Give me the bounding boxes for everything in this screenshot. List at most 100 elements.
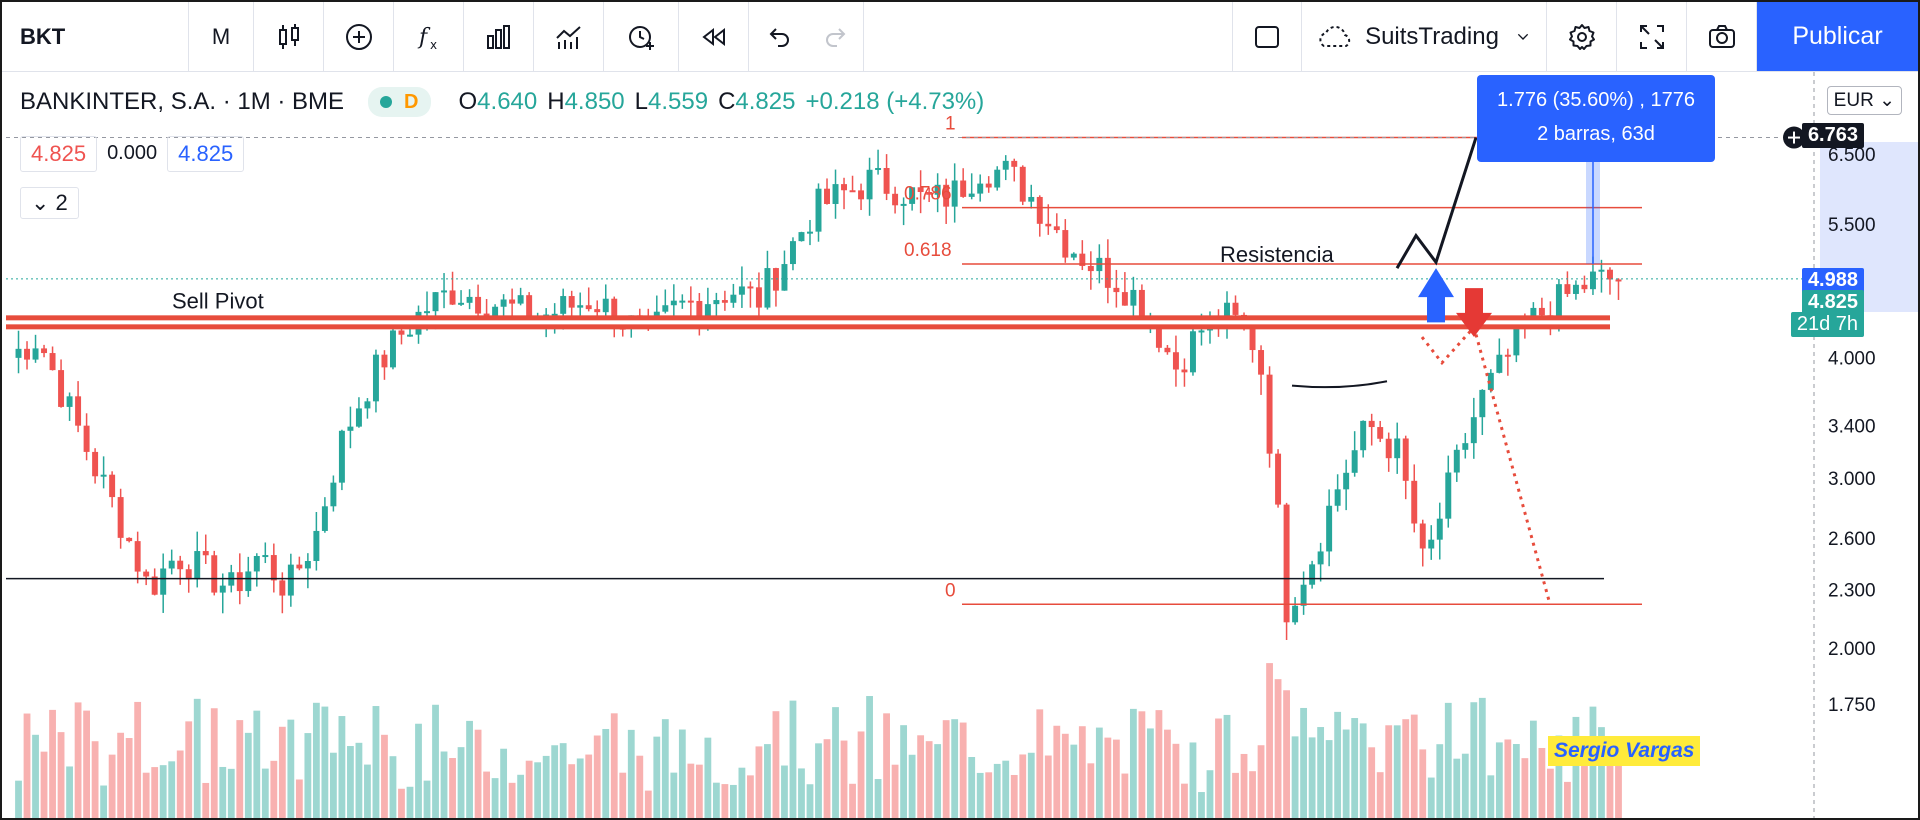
candle-body xyxy=(551,313,558,316)
volume-bar xyxy=(593,735,601,818)
volume-bar xyxy=(993,763,1001,818)
close-value: 4.825 xyxy=(735,88,796,115)
candle-body xyxy=(330,482,337,507)
volume-bar xyxy=(1010,774,1018,818)
replay-button[interactable] xyxy=(679,2,749,71)
templates-button[interactable] xyxy=(534,2,604,71)
volume-bar xyxy=(389,756,397,818)
financials-button[interactable] xyxy=(464,2,534,71)
candle-body xyxy=(1189,331,1196,373)
volume-bar xyxy=(559,743,567,818)
volume-bar xyxy=(815,743,822,818)
y-tick-label: 3.000 xyxy=(1828,469,1876,490)
candle-body xyxy=(398,330,405,335)
price-chart[interactable]: 1.750 2.000 2.300 2.600 3.000 3.400 4.000 5.500… xyxy=(2,72,1918,818)
alert-button[interactable] xyxy=(604,2,679,71)
redo-button[interactable] xyxy=(809,2,864,71)
candle-body xyxy=(304,561,311,569)
volume-bar xyxy=(304,733,312,818)
candle-body xyxy=(1360,420,1367,451)
layout-button[interactable] xyxy=(1232,2,1302,71)
volume-bar xyxy=(117,732,125,818)
volume-bar xyxy=(1129,708,1137,818)
volume-bar xyxy=(534,762,542,818)
volume-bar xyxy=(908,754,916,818)
volume-bar xyxy=(1249,771,1256,818)
volume-bar xyxy=(568,764,576,818)
bars-icon xyxy=(486,24,510,49)
candle-body xyxy=(92,451,99,477)
candle-body xyxy=(747,286,754,289)
candle-body xyxy=(1172,352,1179,370)
candle-body xyxy=(1292,605,1299,623)
chart-type-button[interactable] xyxy=(254,2,324,71)
volume-bar xyxy=(942,720,950,818)
candle-body xyxy=(1538,307,1545,316)
volume-bar xyxy=(772,711,780,818)
volume-bar xyxy=(508,782,516,818)
settings-button[interactable] xyxy=(1547,2,1617,71)
candle-body xyxy=(1504,354,1511,357)
volume-bar xyxy=(168,761,176,818)
volume-bar xyxy=(551,745,559,818)
volume-bar xyxy=(1410,714,1418,818)
volume-bar xyxy=(176,750,184,818)
candle-body xyxy=(262,555,269,558)
volume-bar xyxy=(355,742,363,818)
candle-body xyxy=(83,425,90,452)
candle-body xyxy=(985,183,992,188)
candle-body xyxy=(1198,330,1205,333)
cloud-icon xyxy=(1319,25,1351,47)
volume-bar xyxy=(959,722,967,818)
candle-body xyxy=(424,311,430,314)
candle-body xyxy=(1555,284,1562,324)
status-dot-icon xyxy=(380,96,393,108)
low-value: 4.559 xyxy=(648,88,709,115)
candle-body xyxy=(1113,287,1120,293)
candle-body xyxy=(1436,518,1443,540)
candle-body xyxy=(1317,551,1324,565)
sell-arrow-icon xyxy=(1456,288,1492,338)
symbol-label: BKT xyxy=(20,23,66,49)
candle-body xyxy=(1249,326,1256,351)
volume-bar xyxy=(49,709,56,818)
volume-bar xyxy=(1427,777,1435,818)
candle-body xyxy=(909,187,916,204)
volume-bar xyxy=(1308,737,1316,818)
currency-label: EUR xyxy=(1833,90,1874,111)
publish-button[interactable]: Publicar xyxy=(1757,2,1918,71)
y-tick-label: 2.000 xyxy=(1828,639,1876,660)
volume-bar xyxy=(159,765,167,818)
currency-select[interactable]: EUR ⌄ xyxy=(1826,86,1902,115)
snapshot-button[interactable] xyxy=(1687,2,1757,71)
candle-body xyxy=(134,541,141,572)
candle-body xyxy=(1002,160,1009,170)
save-layout-button[interactable]: SuitsTrading xyxy=(1302,2,1547,71)
symbol-search[interactable]: BKT xyxy=(2,2,189,71)
candle-body xyxy=(1607,269,1613,280)
volume-bar xyxy=(704,737,712,818)
candle-body xyxy=(100,474,107,477)
y-tick-label: 2.600 xyxy=(1828,529,1876,550)
interval-button[interactable]: M xyxy=(189,2,254,71)
collapse-legend-button[interactable]: ⌄ 2 xyxy=(20,187,79,219)
volume-bar xyxy=(781,765,788,818)
undo-button[interactable] xyxy=(749,2,809,71)
candle-body xyxy=(977,183,984,194)
compare-button[interactable] xyxy=(324,2,394,71)
volume-bar xyxy=(1104,737,1112,818)
candle-body xyxy=(892,193,899,206)
sell-pivot-band-inner xyxy=(6,320,1610,325)
volume-bar xyxy=(661,719,669,818)
candle-body xyxy=(994,169,1001,188)
volume-bar xyxy=(1521,758,1529,818)
candle-body xyxy=(407,334,413,337)
candle-body xyxy=(900,203,907,206)
fullscreen-button[interactable] xyxy=(1617,2,1687,71)
volume-bar xyxy=(1198,792,1205,818)
volume-bar xyxy=(789,700,797,818)
value-box-3: 4.825 xyxy=(167,136,245,172)
candle-body xyxy=(687,300,694,303)
volume-bar xyxy=(1044,755,1052,818)
